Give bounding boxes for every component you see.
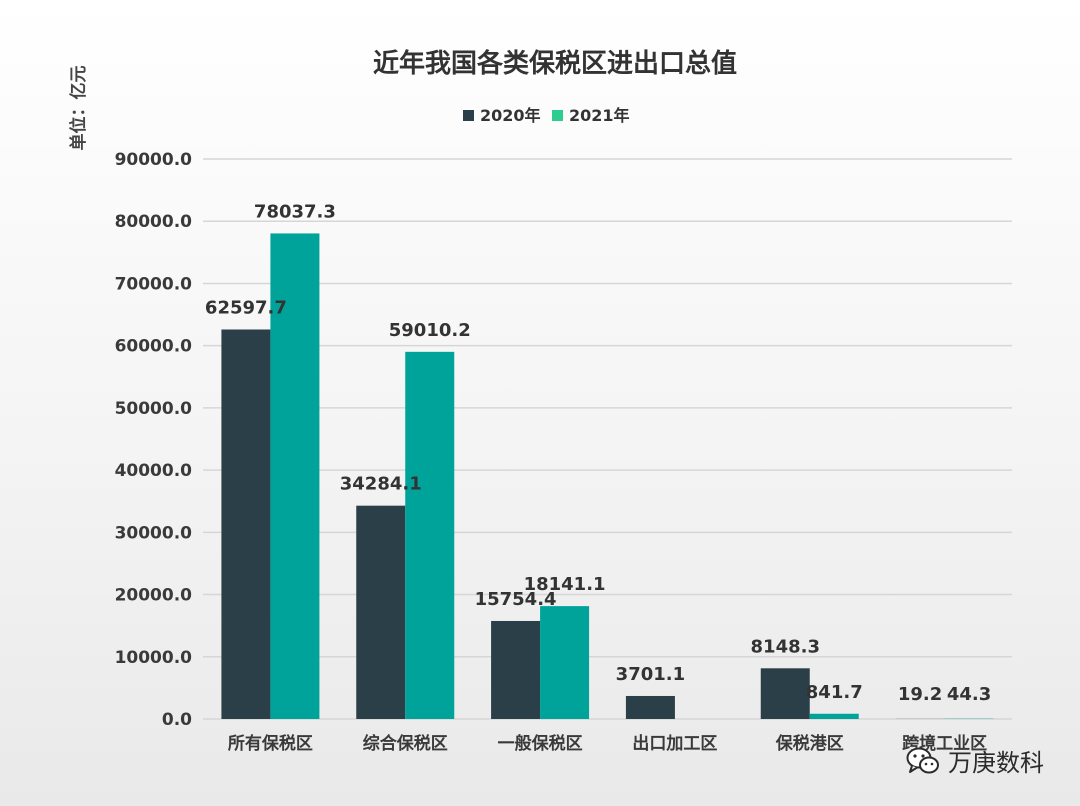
wechat-icon [906,747,939,773]
bar-2020年-所有保税区 [221,329,271,719]
bar-2020年-一般保税区 [491,620,541,719]
bar-2020年-保税港区 [760,668,810,719]
bar-2021年-所有保税区 [270,233,320,719]
legend-label-2021: 2021年 [569,106,630,125]
bar-2021年-一般保税区 [540,606,590,719]
watermark-text: 万庚数科 [948,749,1044,777]
x-category-label: 所有保税区 [228,733,313,754]
watermark: 万庚数科 [906,743,1044,778]
gridlines [203,158,1012,720]
data-label: 15754.4 [475,589,557,610]
legend: 2020年 2021年 [463,106,630,125]
y-tick-label: 80000.0 [115,212,193,232]
y-tick-label: 10000.0 [115,648,193,668]
data-label: 59010.2 [389,320,471,341]
data-label: 841.7 [806,682,863,703]
y-tick-label: 70000.0 [115,274,193,294]
chart-title: 近年我国各类保税区进出口总值 [373,48,737,79]
y-tick-label: 90000.0 [115,150,193,170]
legend-label-2020: 2020年 [480,106,541,125]
data-label: 19.2 [898,684,942,705]
x-category-label: 保税港区 [775,733,844,754]
data-label: 44.3 [947,684,991,705]
legend-swatch-2020 [463,110,474,121]
y-tick-label: 60000.0 [115,337,193,357]
y-tick-label: 30000.0 [115,523,193,543]
x-category-label: 一般保税区 [498,733,583,754]
data-label: 78037.3 [254,201,336,222]
data-label: 34284.1 [340,474,422,495]
data-label: 3701.1 [616,664,685,685]
data-label: 8148.3 [751,636,820,657]
x-category-label: 出口加工区 [632,733,717,754]
legend-swatch-2021 [552,110,563,121]
y-tick-label: 50000.0 [115,399,193,419]
bar-2021年-保税港区 [809,713,859,719]
y-axis-ticks: 0.0 10000.0 20000.0 30000.0 40000.0 50000.0 60… [115,150,193,730]
bar-2020年-综合保税区 [356,505,406,719]
y-tick-label: 0.0 [162,710,192,730]
x-category-label: 综合保税区 [363,733,448,754]
data-label: 18141.1 [524,574,606,595]
bar-2020年-出口加工区 [625,695,675,719]
y-tick-label: 20000.0 [115,586,193,606]
y-axis-unit-label: 单位：亿元 [68,66,89,151]
bars [221,233,994,719]
data-labels: 62597.7 78037.3 34284.1 59010.2 15754.418141… [205,201,991,705]
data-label: 62597.7 [205,298,287,319]
y-tick-label: 40000.0 [115,461,193,481]
bar-2021年-综合保税区 [405,351,455,719]
x-axis-categories: 所有保税区 综合保税区 一般保税区 出口加工区 保税港区 跨境工业区 [228,733,987,754]
